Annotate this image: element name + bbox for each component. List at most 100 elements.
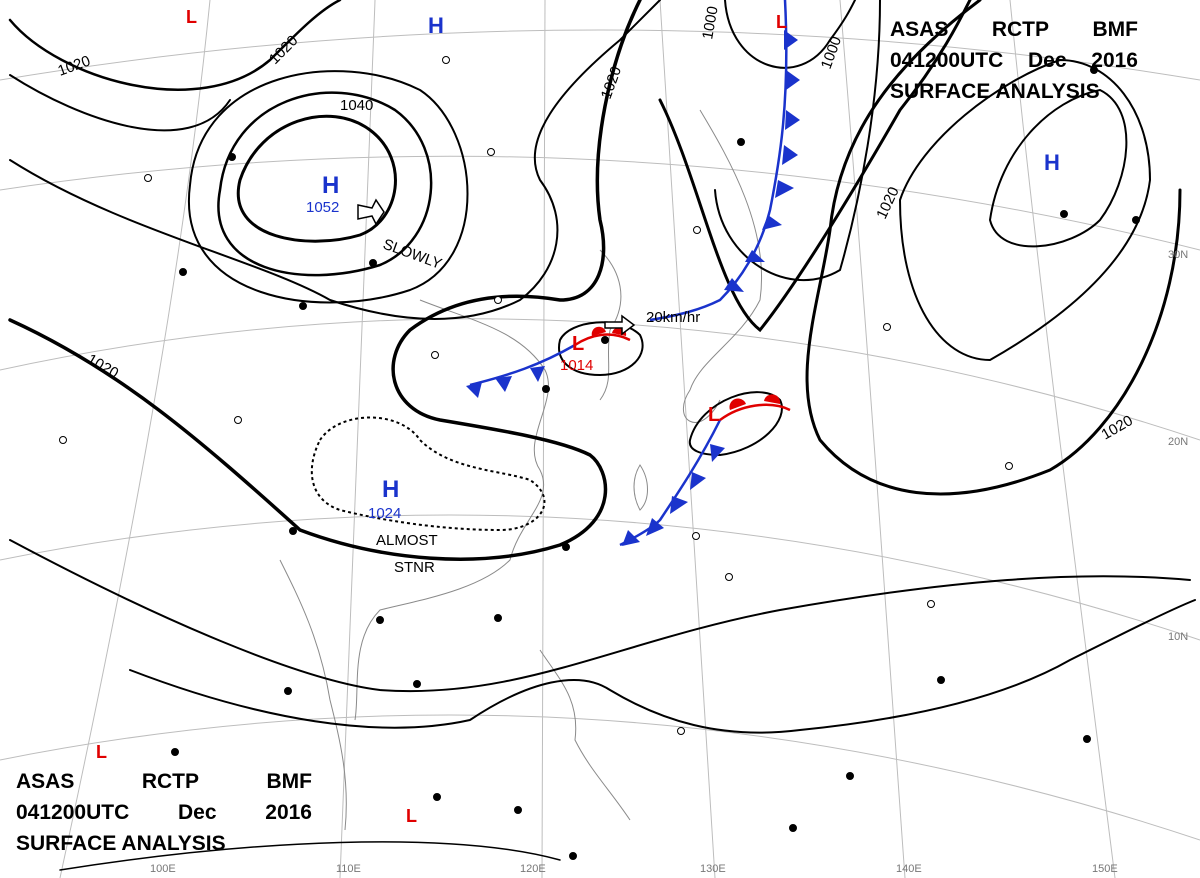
header-datetime: 041200UTC: [890, 49, 1004, 72]
warm-front-semicircle: [729, 398, 746, 410]
station-marker: [179, 268, 187, 276]
header-station: RCTP: [141, 770, 200, 793]
station-marker: [677, 727, 685, 735]
warm-front-line: [719, 403, 791, 422]
longitude-label: 120E: [520, 863, 546, 875]
station-marker: [514, 806, 522, 814]
station-marker: [569, 852, 577, 860]
station-marker: [737, 138, 745, 146]
cold-front-line: [469, 343, 576, 387]
header-office: BMF: [266, 770, 313, 793]
low-motion-arrow: [604, 314, 636, 336]
cold-front-triangle: [745, 250, 765, 262]
cold-front-triangle: [782, 145, 798, 165]
header-datetime: 041200UTC: [16, 801, 130, 824]
header-month: Dec: [1027, 49, 1067, 72]
header-year: 2016: [265, 801, 312, 824]
high-symbol: H: [382, 476, 399, 503]
station-marker: [413, 680, 421, 688]
map-header-top: ASAS RCTP BMF 041200UTC Dec 2016 SURFACE…: [890, 14, 1138, 107]
isobar-east-2: [658, 0, 972, 333]
cold-front-triangle: [785, 110, 800, 130]
parallel-40n: [0, 29, 1200, 81]
pressure-value: 1014: [560, 357, 593, 374]
station-marker: [494, 296, 502, 304]
high-symbol: H: [322, 172, 339, 199]
warm-front-semicircle: [764, 394, 781, 404]
cold-front-triangle: [530, 366, 545, 382]
isobar-south-2: [129, 599, 1196, 734]
header-line-2: 041200UTC Dec 2016: [890, 45, 1138, 76]
meridian-140e: [839, 0, 906, 878]
pressure-centers: H 1052 H 1024 H H L 1014 L L L L L: [96, 7, 1060, 826]
station-marker: [542, 385, 550, 393]
station-marker: [376, 616, 384, 624]
cold-front-triangle: [622, 530, 640, 546]
cold-front-triangle: [710, 444, 725, 462]
station-marker: [725, 573, 733, 581]
coast-philippines: [539, 649, 631, 821]
isobar-ring-nw: [9, 74, 231, 132]
low-symbol: L: [406, 806, 417, 826]
station-marker: [289, 527, 297, 535]
station-marker: [494, 614, 502, 622]
high-symbol: H: [1044, 150, 1060, 175]
station-marker: [562, 543, 570, 551]
cold-front-triangle: [786, 70, 800, 90]
motion-almost: ALMOST: [376, 532, 438, 549]
coast-indochina: [279, 559, 347, 831]
station-marker: [1132, 216, 1140, 224]
isobar-1040: [217, 91, 433, 277]
station-marker: [228, 153, 236, 161]
meridian-130e: [659, 0, 716, 878]
coast-taiwan: [633, 464, 648, 511]
parallel-30n: [0, 155, 1200, 251]
header-station: RCTP: [991, 18, 1050, 41]
station-marker: [234, 416, 242, 424]
longitude-label: 110E: [336, 863, 361, 875]
station-marker: [171, 748, 179, 756]
isobar-1020-north: [8, 0, 342, 91]
latitude-label: 20N: [1168, 436, 1188, 448]
cold-front-triangle: [466, 382, 482, 398]
header-product: SURFACE ANALYSIS: [16, 832, 226, 855]
map-header-bottom: ASAS RCTP BMF 041200UTC Dec 2016 SURFACE…: [16, 766, 312, 859]
parallel-0n: [0, 714, 1200, 841]
header-line-2: 041200UTC Dec 2016: [16, 797, 312, 828]
low-symbol: L: [186, 7, 197, 27]
station-marker: [1090, 66, 1098, 74]
station-marker: [369, 259, 377, 267]
motion-arrows: [357, 198, 636, 336]
cold-front-triangle: [724, 278, 744, 292]
meridian-150e: [1009, 0, 1116, 878]
isobar-label: 1000: [818, 34, 845, 71]
station-marker: [789, 824, 797, 832]
isobars: [8, 0, 1196, 871]
header-month: Dec: [177, 801, 217, 824]
header-product: SURFACE ANALYSIS: [890, 80, 1100, 103]
coast-japan: [683, 109, 762, 423]
cold-front-triangle: [495, 376, 512, 392]
latitude-label: 10N: [1168, 631, 1188, 643]
station-marker: [487, 148, 495, 156]
isobar-east-1: [714, 0, 881, 281]
header-office: BMF: [1092, 18, 1139, 41]
cold-front-line: [649, 0, 788, 322]
header-agency: ASAS: [890, 18, 949, 41]
header-line-3: SURFACE ANALYSIS: [890, 76, 1138, 107]
isobar-label: 1020: [598, 64, 625, 101]
low-symbol: L: [572, 333, 584, 355]
isobar-1000: [724, 0, 856, 69]
longitude-label: 100E: [150, 863, 176, 875]
station-marker: [692, 532, 700, 540]
graticule-labels: 30N 20N 10N 100E 110E 120E 130E 140E 150…: [150, 249, 1188, 875]
isobar-low-ring: [558, 321, 644, 377]
station-marker: [927, 600, 935, 608]
warm-front-line: [574, 333, 631, 347]
isobar-east-inner: [988, 88, 1128, 248]
header-year: 2016: [1091, 49, 1138, 72]
motion-speed: 20km/hr: [646, 309, 700, 326]
isobar-dashed-1024: [310, 416, 546, 532]
station-marker: [144, 174, 152, 182]
